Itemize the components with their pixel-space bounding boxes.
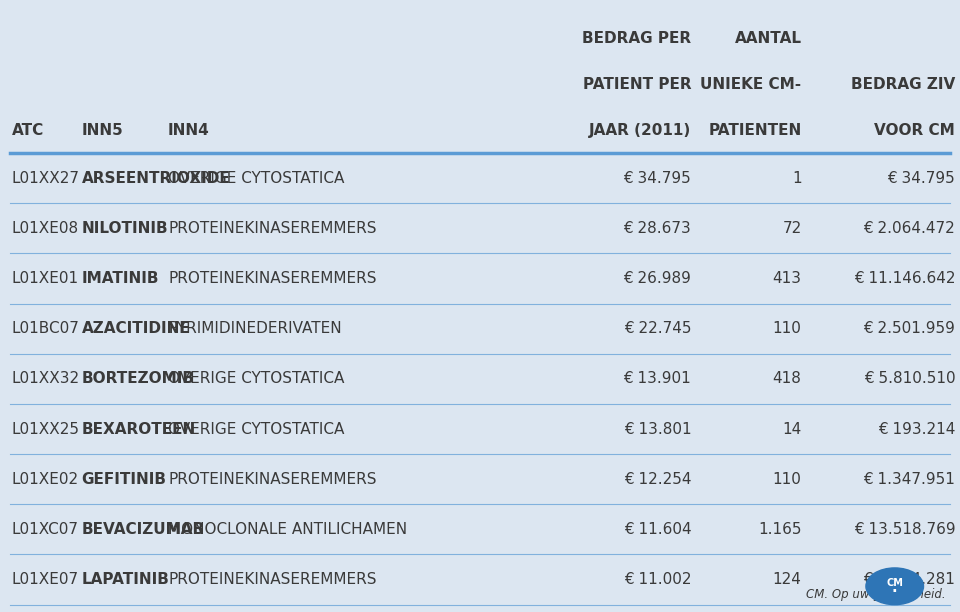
Text: 418: 418 [773, 371, 802, 386]
Circle shape [866, 568, 924, 605]
Text: PATIENTEN: PATIENTEN [708, 122, 802, 138]
Text: € 11.002: € 11.002 [624, 572, 691, 587]
Text: CM. Op uw gezondheid.: CM. Op uw gezondheid. [806, 588, 946, 601]
Text: OVERIGE CYTOSTATICA: OVERIGE CYTOSTATICA [168, 171, 345, 185]
Text: € 5.810.510: € 5.810.510 [864, 371, 955, 386]
Text: € 28.673: € 28.673 [623, 221, 691, 236]
Text: € 13.518.769: € 13.518.769 [853, 522, 955, 537]
Text: € 11.604: € 11.604 [624, 522, 691, 537]
Text: JAAR (2011): JAAR (2011) [588, 122, 691, 138]
Text: L01XE07: L01XE07 [12, 572, 79, 587]
Text: ATC: ATC [12, 122, 44, 138]
Text: VOOR CM: VOOR CM [875, 122, 955, 138]
Text: € 2.064.472: € 2.064.472 [863, 221, 955, 236]
Text: BEDRAG PER: BEDRAG PER [582, 31, 691, 46]
Text: 413: 413 [773, 271, 802, 286]
Text: € 26.989: € 26.989 [623, 271, 691, 286]
Text: L01XX32: L01XX32 [12, 371, 80, 386]
Text: 72: 72 [782, 221, 802, 236]
Text: € 1.364.281: € 1.364.281 [863, 572, 955, 587]
Text: OVERIGE CYTOSTATICA: OVERIGE CYTOSTATICA [168, 422, 345, 436]
Text: GEFITINIB: GEFITINIB [82, 472, 167, 487]
Text: BEXAROTEEN: BEXAROTEEN [82, 422, 196, 436]
Text: OVERIGE CYTOSTATICA: OVERIGE CYTOSTATICA [168, 371, 345, 386]
Text: L01XX27: L01XX27 [12, 171, 80, 185]
Text: 110: 110 [773, 472, 802, 487]
Text: MONOCLONALE ANTILICHAMEN: MONOCLONALE ANTILICHAMEN [168, 522, 407, 537]
Text: 110: 110 [773, 321, 802, 336]
Text: € 11.146.642: € 11.146.642 [853, 271, 955, 286]
Text: LAPATINIB: LAPATINIB [82, 572, 170, 587]
Text: € 1.347.951: € 1.347.951 [863, 472, 955, 487]
Text: L01XE01: L01XE01 [12, 271, 79, 286]
Text: INN4: INN4 [168, 122, 209, 138]
Text: PROTEINEKINASEREMMERS: PROTEINEKINASEREMMERS [168, 221, 376, 236]
Text: € 34.795: € 34.795 [623, 171, 691, 185]
Text: € 13.801: € 13.801 [624, 422, 691, 436]
Text: € 12.254: € 12.254 [624, 472, 691, 487]
Text: 1.165: 1.165 [758, 522, 802, 537]
Text: PATIENT PER: PATIENT PER [583, 76, 691, 92]
Text: UNIEKE CM-: UNIEKE CM- [701, 76, 802, 92]
Text: € 2.501.959: € 2.501.959 [863, 321, 955, 336]
Text: BEDRAG ZIV: BEDRAG ZIV [851, 76, 955, 92]
Text: PROTEINEKINASEREMMERS: PROTEINEKINASEREMMERS [168, 271, 376, 286]
Text: BORTEZOMIB: BORTEZOMIB [82, 371, 195, 386]
Text: ·: · [892, 584, 898, 599]
Text: BEVACIZUMAB: BEVACIZUMAB [82, 522, 204, 537]
Text: L01XX25: L01XX25 [12, 422, 80, 436]
Text: 14: 14 [782, 422, 802, 436]
Text: CM: CM [886, 578, 903, 588]
Text: L01XE08: L01XE08 [12, 221, 79, 236]
Text: L01BC07: L01BC07 [12, 321, 80, 336]
Text: IMATINIB: IMATINIB [82, 271, 159, 286]
Text: PROTEINEKINASEREMMERS: PROTEINEKINASEREMMERS [168, 572, 376, 587]
Text: € 193.214: € 193.214 [877, 422, 955, 436]
Text: L01XE02: L01XE02 [12, 472, 79, 487]
Text: € 13.901: € 13.901 [623, 371, 691, 386]
Text: € 34.795: € 34.795 [887, 171, 955, 185]
Text: INN5: INN5 [82, 122, 123, 138]
Text: NILOTINIB: NILOTINIB [82, 221, 168, 236]
Text: 1: 1 [792, 171, 802, 185]
Text: AZACITIDINE: AZACITIDINE [82, 321, 190, 336]
Text: AANTAL: AANTAL [734, 31, 802, 46]
Text: PYRIMIDINEDERIVATEN: PYRIMIDINEDERIVATEN [168, 321, 342, 336]
Text: L01XC07: L01XC07 [12, 522, 79, 537]
Text: PROTEINEKINASEREMMERS: PROTEINEKINASEREMMERS [168, 472, 376, 487]
Text: 124: 124 [773, 572, 802, 587]
Text: € 22.745: € 22.745 [624, 321, 691, 336]
Text: ARSEENTRIOXIDE: ARSEENTRIOXIDE [82, 171, 230, 185]
